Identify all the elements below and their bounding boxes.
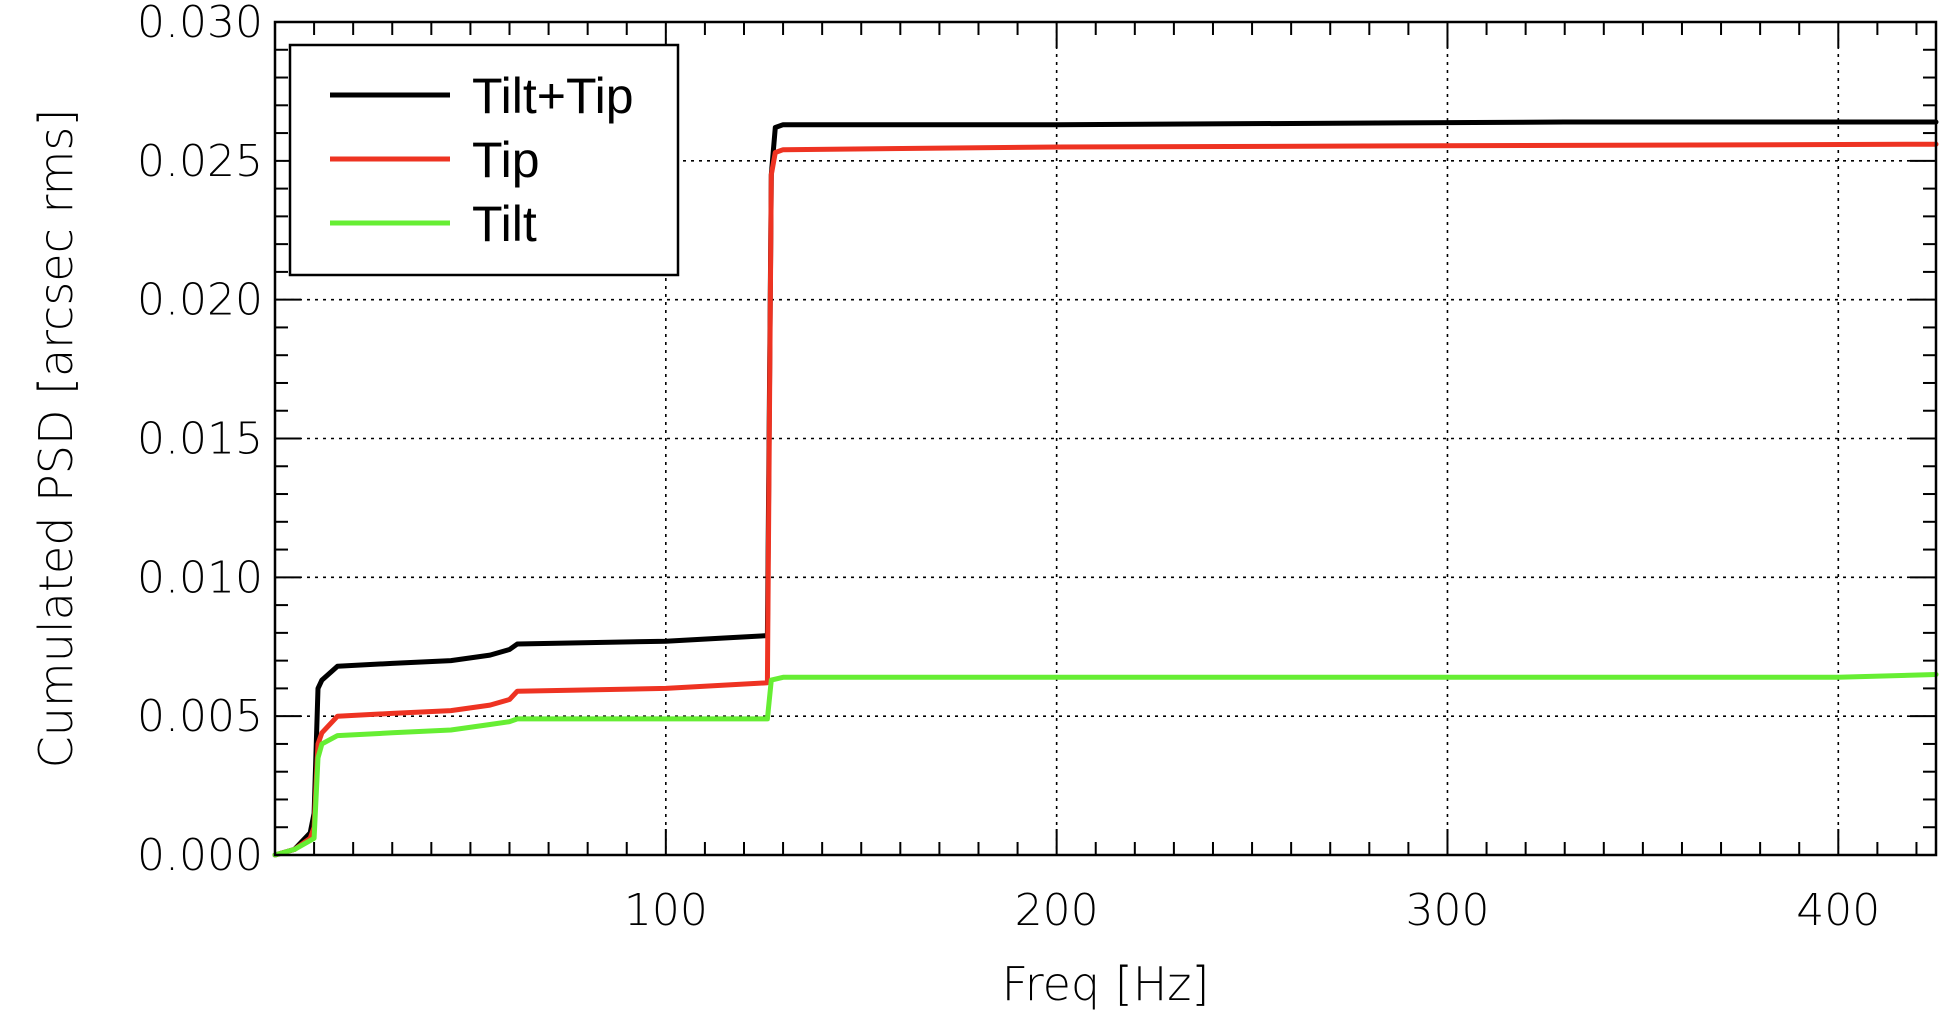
x-tick-label: 300 bbox=[1405, 885, 1489, 936]
y-tick-label: 0.025 bbox=[137, 136, 263, 187]
x-tick-label: 100 bbox=[624, 885, 708, 936]
x-tick-label: 200 bbox=[1015, 885, 1099, 936]
legend-box bbox=[288, 43, 680, 277]
y-tick-label: 0.020 bbox=[137, 275, 263, 326]
minor-ticks bbox=[275, 22, 1936, 855]
legend-label: Tilt+Tip bbox=[472, 68, 634, 124]
legend-label: Tilt bbox=[472, 196, 537, 252]
legend: Tilt+Tip Tip Tilt bbox=[288, 43, 680, 277]
x-tick-labels: 100 200 300 400 bbox=[624, 885, 1880, 936]
series-layer bbox=[272, 119, 1939, 858]
y-tick-label: 0.010 bbox=[137, 552, 263, 603]
y-tick-label: 0.000 bbox=[137, 830, 263, 881]
y-tick-label: 0.015 bbox=[137, 414, 263, 465]
legend-label: Tip bbox=[472, 132, 540, 188]
plot-frame bbox=[273, 20, 1938, 857]
x-axis-title: Freq [Hz] bbox=[1002, 957, 1210, 1011]
y-tick-labels: 0.000 0.005 0.010 0.015 0.020 0.025 0.030 bbox=[137, 0, 263, 881]
x-tick-label: 400 bbox=[1796, 885, 1880, 936]
y-tick-label: 0.005 bbox=[137, 691, 263, 742]
series-line-tilt bbox=[272, 672, 1939, 858]
y-axis-title: Cumulated PSD [arcsec rms] bbox=[29, 109, 83, 769]
y-tick-label: 0.030 bbox=[137, 0, 263, 48]
